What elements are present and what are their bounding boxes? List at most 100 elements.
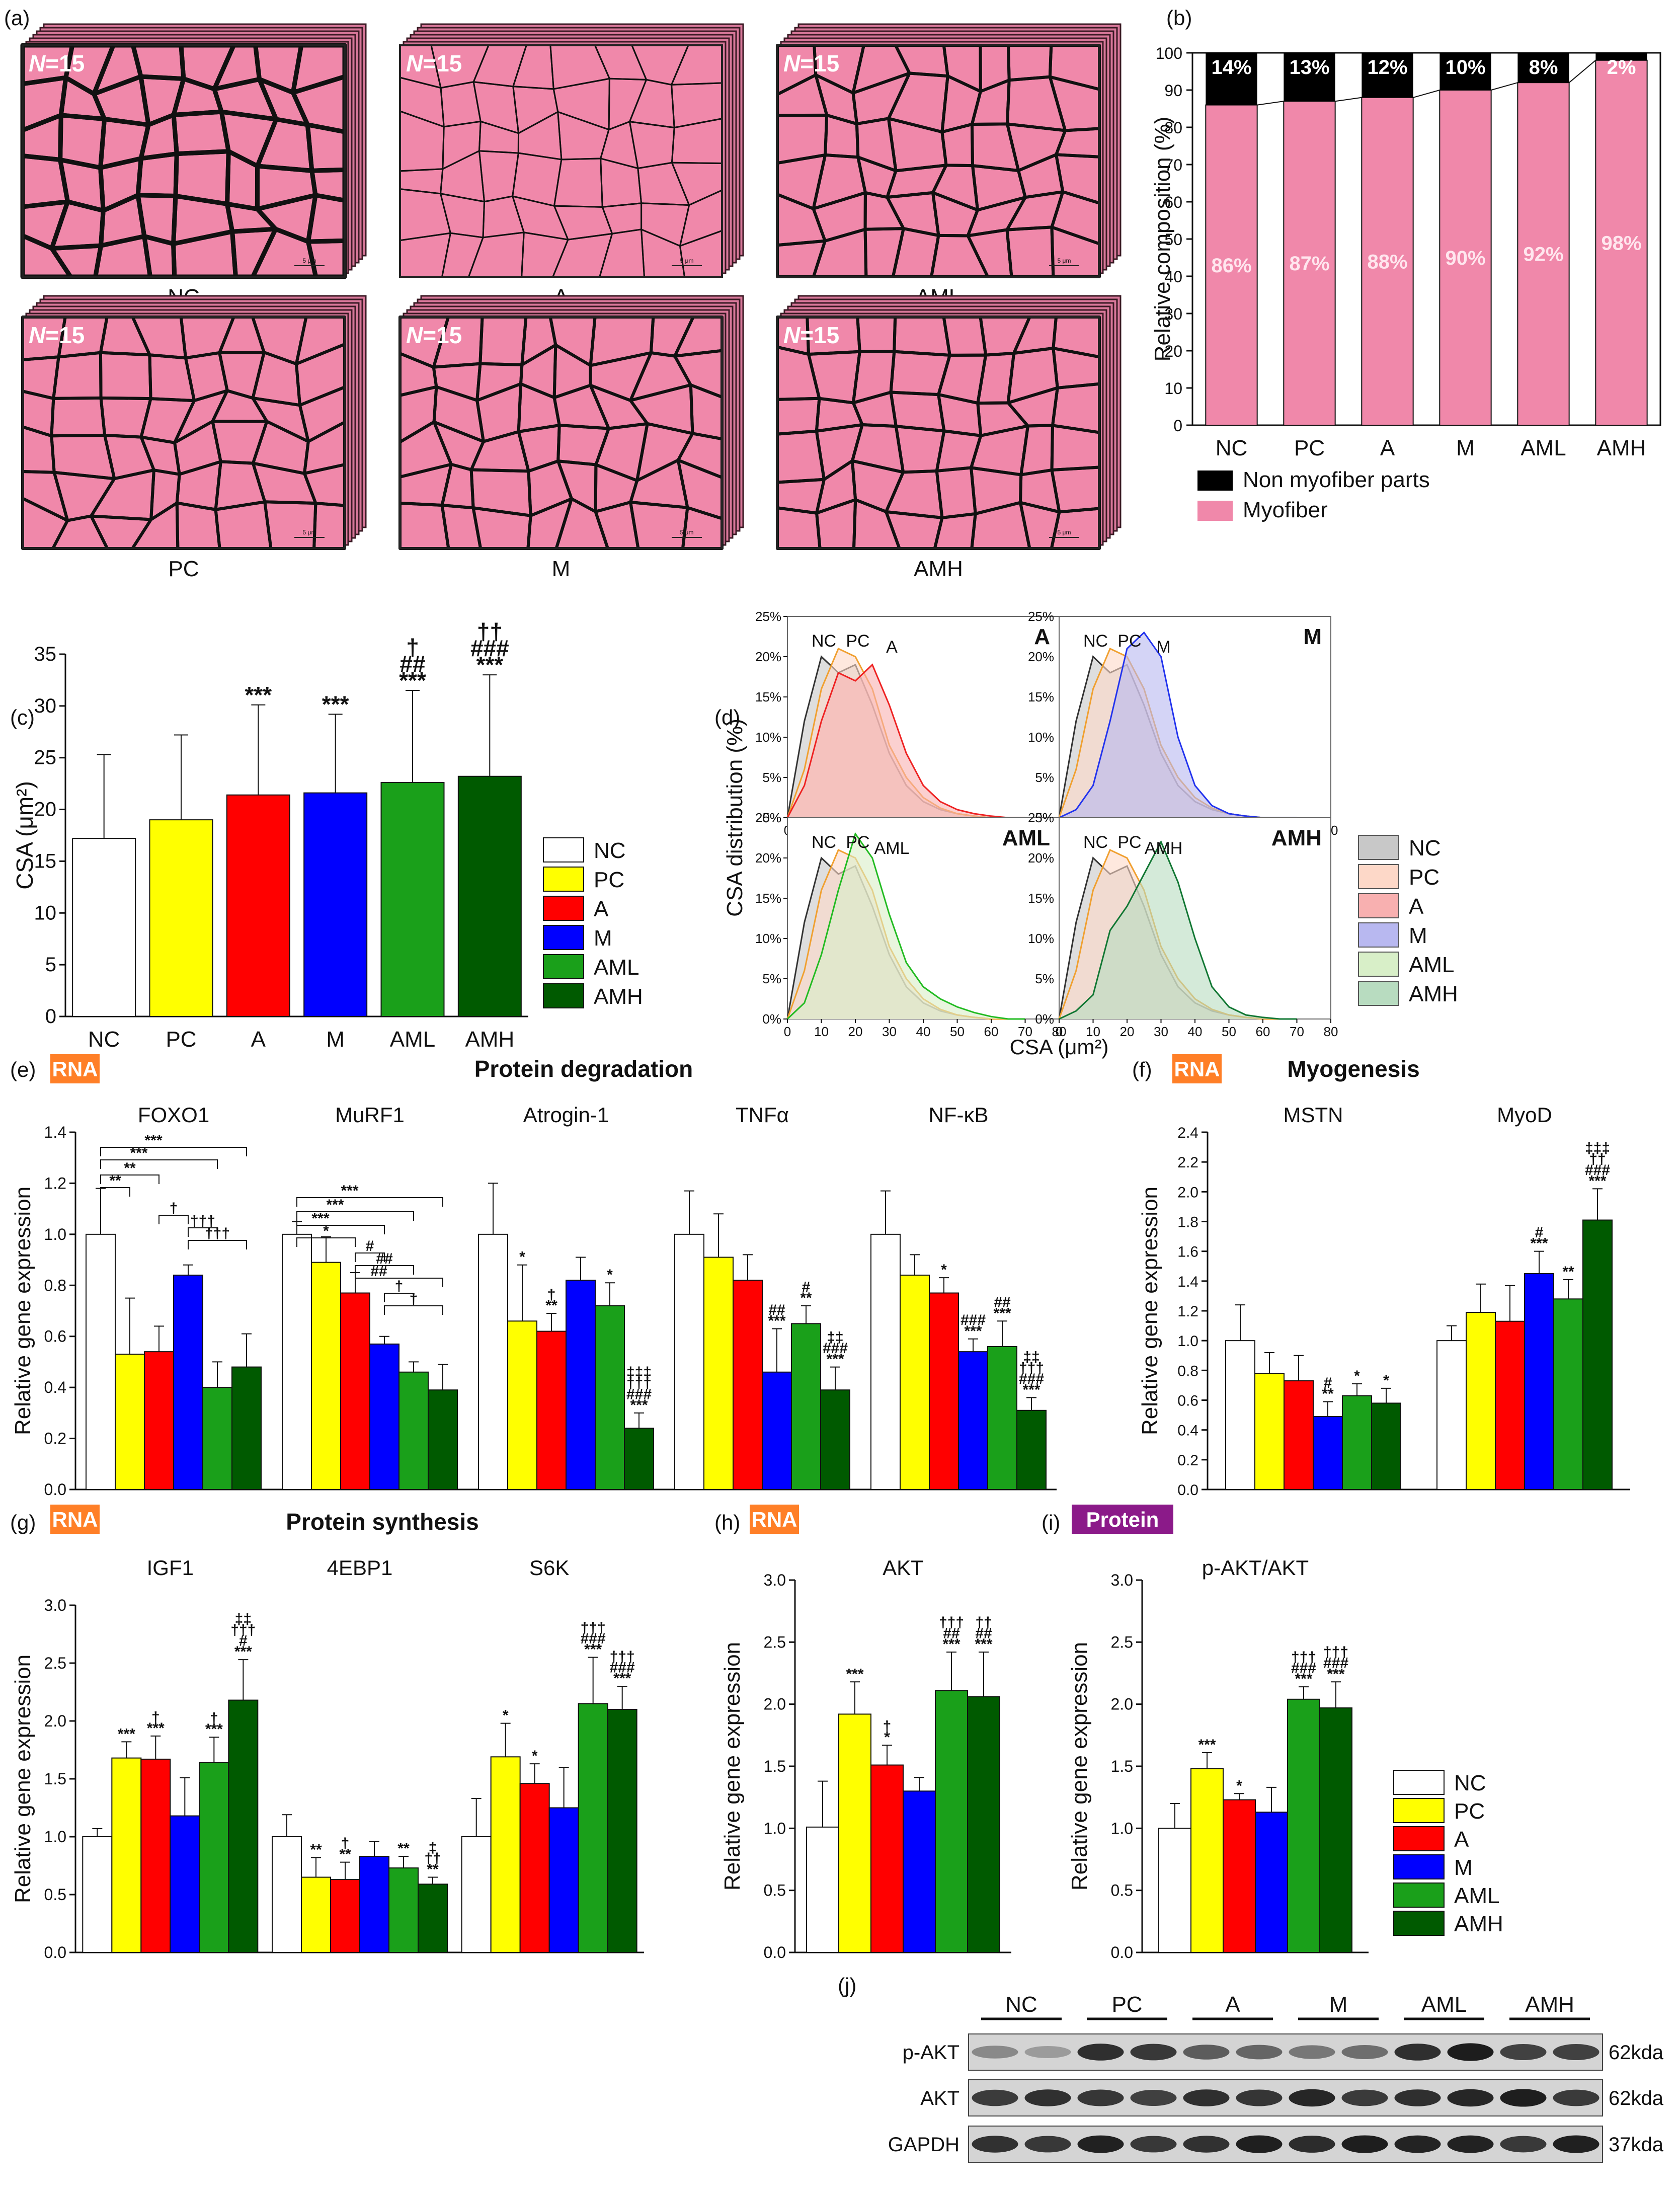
bar-nc [806,1826,839,1953]
significance-mark: ## [768,1302,785,1318]
y-tick-label: 100 [1156,44,1182,62]
y-axis-label: Relative gene expression [1138,1187,1162,1435]
x-tick-label: NC [1216,436,1248,460]
n-value: =15 [800,50,839,76]
x-tick-label: 40 [1188,1024,1203,1039]
significance-mark: † [406,634,419,660]
significance-mark: ** [339,1846,351,1863]
non-myofiber-label: 2% [1607,56,1636,79]
bar-m [173,1275,203,1490]
x-tick-label: AML [1521,436,1566,460]
myofiber-label: 98% [1601,232,1641,254]
y-tick-label: 0.0 [44,1943,66,1962]
significance-mark: ††† [230,1622,256,1638]
x-tick-label: 70 [1290,1024,1304,1039]
x-tick-label: 60 [1256,1024,1270,1039]
bar-nc [461,1836,492,1953]
bracket-label: ## [370,1263,387,1280]
gene-label: MSTN [1284,1103,1343,1127]
connector-line [1335,97,1362,102]
legend-label: Non myofiber parts [1243,467,1430,492]
significance-mark: *** [768,1313,785,1329]
y-tick-label: 2.2 [1177,1154,1198,1171]
connector-line [1491,82,1518,91]
x-tick-label: 0 [784,1024,791,1039]
significance-mark: *** [399,667,426,693]
legend-swatch [1393,1826,1445,1851]
bracket-label: ††† [190,1213,215,1229]
bar-a [140,1758,171,1953]
legend-label: AMH [594,984,643,1009]
panel-i-pakt-chart: (i) Protein 0.0 0.5 1.0 1.5 2.0 2.5 3.0 Relative … [1042,1505,1503,1962]
curve-label: M [1156,638,1170,657]
bar-pc [900,1275,930,1490]
subplot-title: A [1034,624,1050,649]
blot-band [1236,2089,1283,2106]
bar-nc [478,1233,508,1491]
plot-frame [1191,52,1661,426]
y-tick-label: 15% [755,891,781,906]
y-tick-label: 25 [34,747,57,769]
significance-mark: *** [846,1666,863,1682]
y-tick-label: 2.5 [44,1654,66,1672]
n-value: =15 [45,322,85,348]
bracket-label: ## [376,1250,393,1267]
histology-tile: N=15 5 μm PC [21,295,367,581]
legend-swatch [543,925,584,950]
y-axis-label: Relative gene expression [11,1187,35,1435]
legend-swatch [1358,893,1399,918]
x-tick-label: 40 [916,1024,931,1039]
density-area-amh [1059,842,1297,1019]
curve-label: NC [812,632,836,651]
blot-band [1394,2044,1441,2061]
bracket-label: † [410,1291,418,1307]
x-tick-label: 0 [1056,1024,1063,1039]
y-tick-label: 1.6 [1177,1244,1198,1261]
bar-a [1223,1799,1256,1953]
panel-f-label: (f) [1132,1058,1152,1081]
bar-nc [282,1233,312,1491]
y-tick-label: 2.0 [764,1695,786,1713]
density-line-amh [1059,840,1297,1020]
bar-aml [1287,1698,1320,1953]
significance-mark: *** [630,1397,648,1414]
significance-mark: ** [427,1861,439,1878]
significance-mark: *** [1198,1737,1216,1753]
bar-aml [1553,1298,1583,1490]
panel-b-label: (b) [1166,6,1192,30]
badge-label: RNA [752,1508,797,1531]
significance-mark: # [1324,1375,1332,1391]
significance-mark: ** [1322,1385,1334,1402]
significance-mark: † [151,1709,160,1726]
bar-m [548,1807,579,1953]
blot-band [1447,2043,1494,2061]
y-tick-label: 20 [34,799,57,821]
n-label: N=15 [783,322,839,348]
gene-label: MuRF1 [335,1103,405,1127]
tile-caption: PC [168,557,199,581]
significance-mark: *** [205,1721,223,1738]
significance-bracket [296,1197,443,1207]
significance-mark: * [1354,1368,1360,1384]
n-letter: N [783,50,801,76]
histology-tile: N=155 μmAML [776,23,1122,309]
significance-mark: ‡‡ [235,1611,252,1627]
y-tick-label: 0.8 [1177,1363,1198,1379]
y-tick-label: 0.0 [764,1943,786,1962]
significance-mark: ‡‡‡ [626,1364,652,1381]
badge-h [750,1505,799,1534]
y-tick-label: 90 [1164,82,1182,100]
y-tick-label: 1.2 [1177,1303,1198,1320]
significance-mark: *** [964,1323,982,1340]
legend-swatch [1393,1854,1445,1879]
tile-border [22,316,346,550]
tile-border [399,44,723,278]
blot-band [1130,2089,1177,2106]
significance-mark: *** [118,1726,135,1742]
curve-label: PC [1117,833,1141,852]
bar-aml [987,1346,1017,1490]
x-tick-label: PC [1294,436,1325,460]
blot-band [1447,2135,1494,2153]
legend-swatch [543,954,584,979]
legend-swatch [1393,1911,1445,1936]
